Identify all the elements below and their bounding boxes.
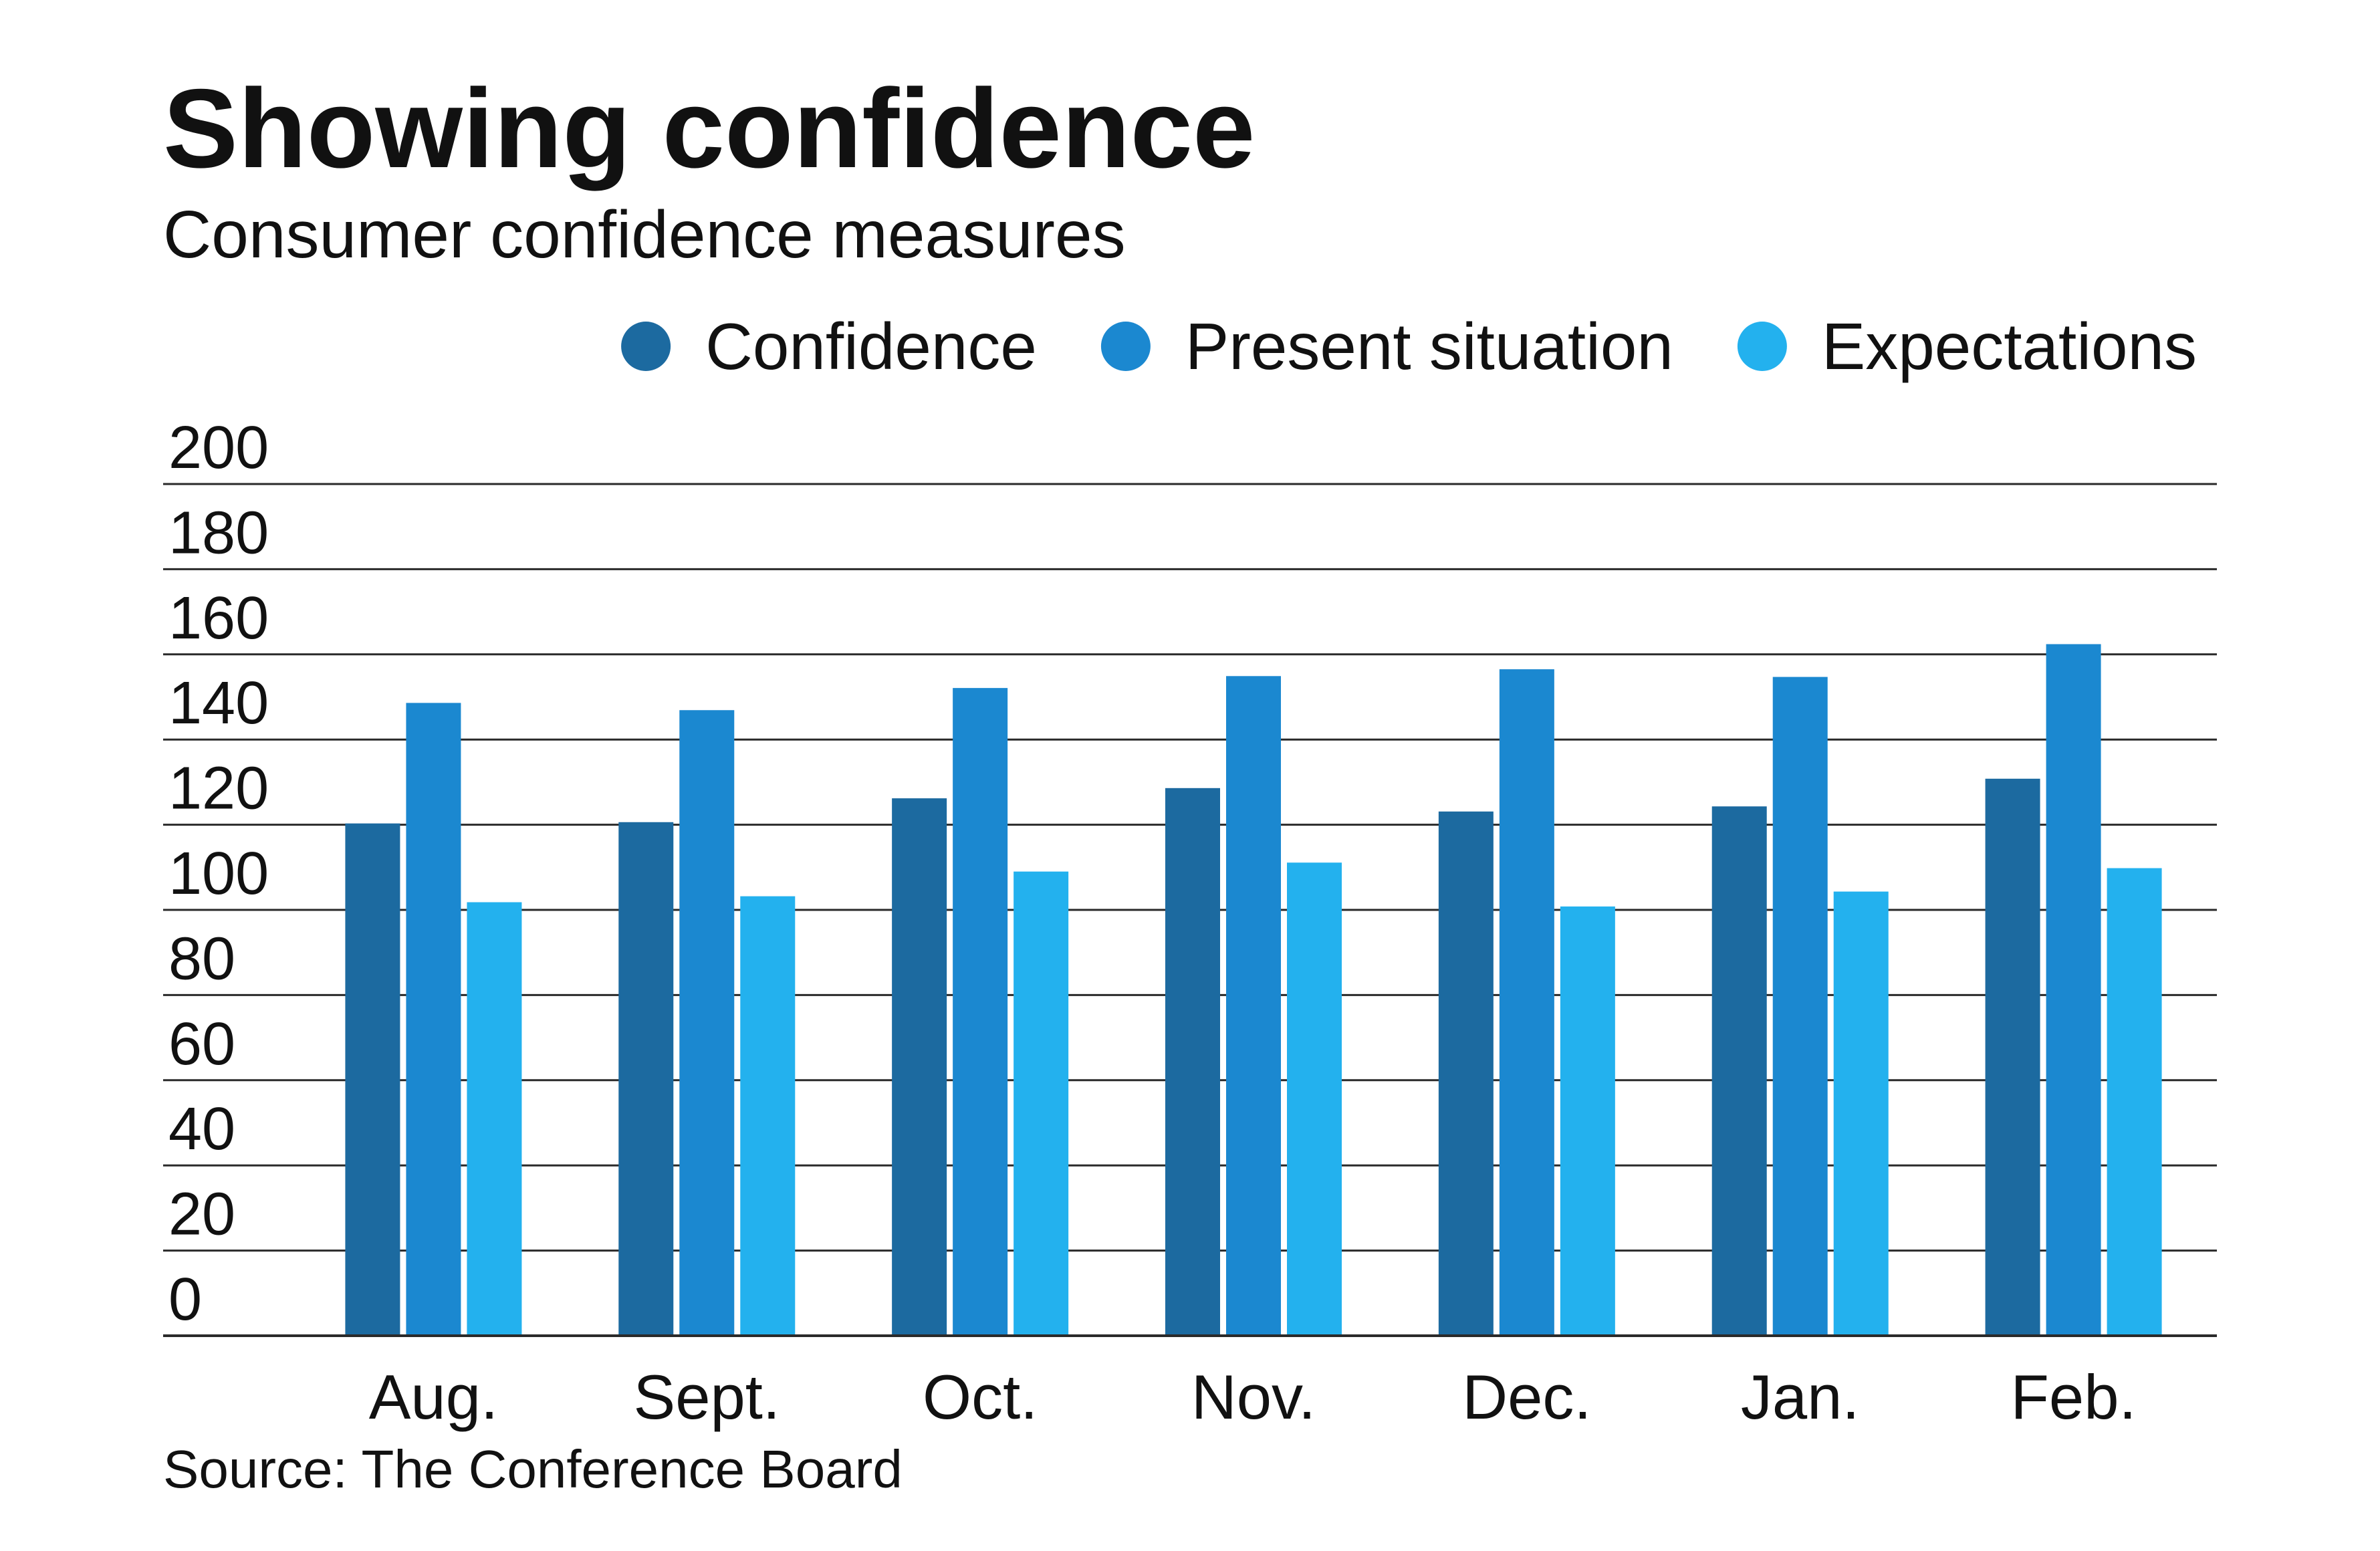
y-tick-label: 160 [168,585,269,652]
legend-label: Expectations [1822,310,2197,383]
legend-marker [1100,322,1151,371]
bar-present-situation [1499,669,1554,1336]
bar-confidence [345,823,400,1336]
x-category-label: Jan. [1741,1362,1860,1432]
legend-label: Confidence [705,310,1037,383]
legend-item: Present situation [1100,310,1673,383]
y-tick-label: 120 [168,755,269,822]
legend-marker [621,322,671,371]
y-tick-label: 80 [168,925,235,992]
bar-confidence [1711,806,1767,1336]
bar-expectations [467,902,522,1336]
legend-item: Confidence [621,310,1037,383]
bar-expectations [1560,906,1615,1336]
bar-confidence [1165,788,1220,1336]
x-category-label: Dec. [1462,1362,1591,1432]
bar-present-situation [679,710,735,1336]
bar-present-situation [2046,644,2101,1336]
x-category-label: Sept. [634,1362,781,1432]
chart-title: Showing confidence [163,66,1255,191]
x-category-label: Oct. [923,1362,1038,1432]
y-tick-label: 40 [168,1096,235,1163]
plot-area: 0 20 40 60 80 100 120 140 160 180 200 Aug. Sept. Oct.… [163,414,2217,1432]
bar-expectations [1287,862,1342,1336]
chart-subtitle: Consumer confidence measures [163,197,1126,272]
bar-confidence [618,822,674,1336]
bar-present-situation [1226,676,1281,1336]
bar-present-situation [1772,677,1828,1336]
x-category-label: Aug. [369,1362,498,1432]
x-category-label: Nov. [1191,1362,1316,1432]
bar-confidence [1438,811,1494,1336]
source-note: Source: The Conference Board [163,1439,903,1499]
legend-marker [1737,322,1787,371]
bar-confidence [1985,778,2040,1336]
legend-item: Expectations [1737,310,2197,383]
x-category-label: Feb. [2011,1362,2137,1432]
bar-expectations [1014,871,1069,1336]
bar-expectations [2107,868,2162,1336]
y-tick-label: 140 [168,670,269,737]
legend-label: Present situation [1185,310,1673,383]
legend: Confidence Present situation Expectations [621,310,2197,383]
y-tick-label: 20 [168,1181,235,1248]
bar-expectations [740,896,796,1336]
y-tick-label: 100 [168,840,269,907]
bar-present-situation [406,703,461,1336]
bar-confidence [892,798,947,1336]
y-tick-label: 60 [168,1011,235,1078]
bar-present-situation [953,688,1008,1336]
y-tick-label: 180 [168,499,269,566]
y-tick-label: 0 [168,1266,202,1333]
bar-expectations [1833,891,1889,1336]
y-tick-label: 200 [168,414,269,481]
